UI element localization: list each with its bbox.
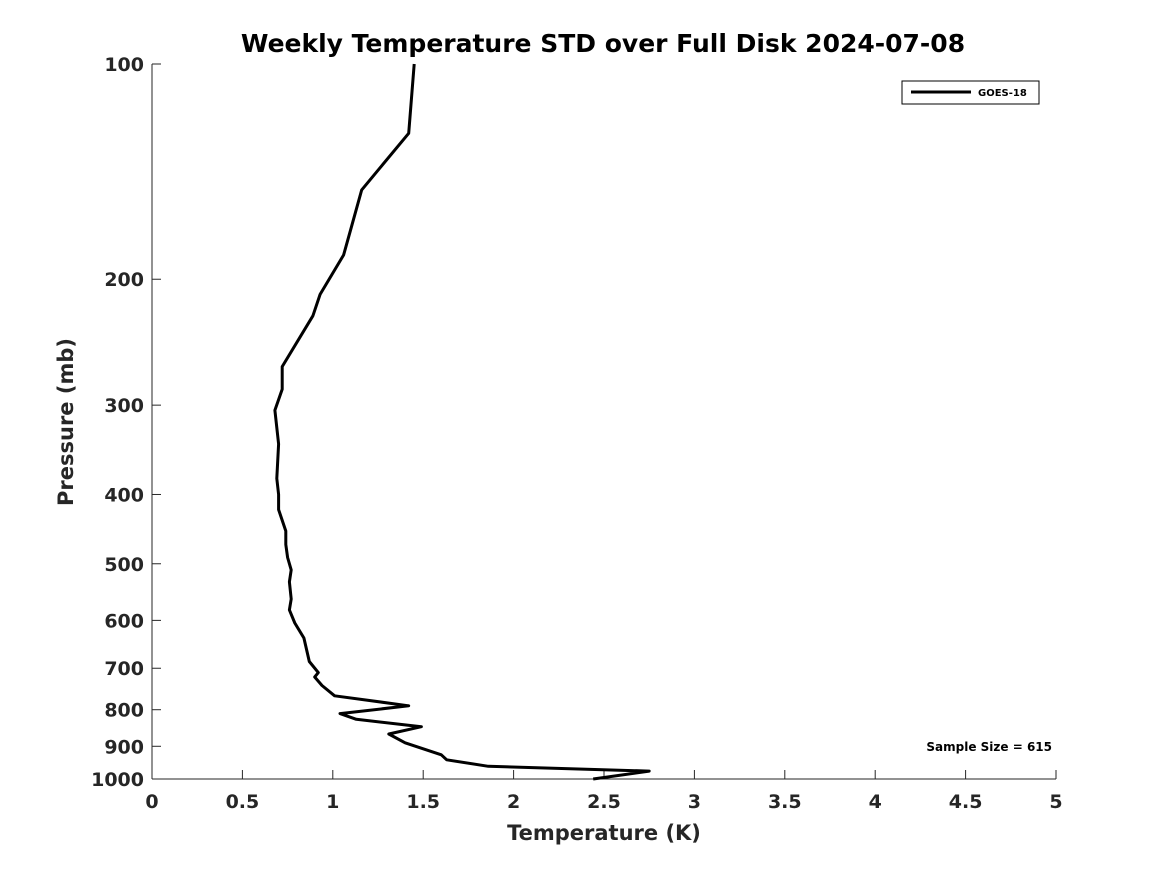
y-tick-label: 800 [104,700,144,722]
legend: GOES-18 [901,80,1040,105]
y-tick-label: 900 [104,736,144,758]
x-tick-label: 2.5 [587,791,621,813]
y-tick-label: 100 [104,54,144,76]
x-tick-label: 0 [145,791,158,813]
x-tick-label: 3 [688,791,701,813]
chart-title: Weekly Temperature STD over Full Disk 20… [241,29,965,58]
y-axis-label: Pressure (mb) [54,338,78,506]
x-tick-label: 5 [1049,791,1062,813]
series-group [273,63,651,781]
x-tick-label: 4 [869,791,882,813]
x-ticks: 0 0.5 1 1.5 2 2.5 3 3.5 4 4.5 5 [145,770,1063,813]
y-tick-label: 700 [104,658,144,680]
x-tick-label: 0.5 [226,791,260,813]
y-tick-label: 200 [104,269,144,291]
y-tick-label: 600 [104,610,144,632]
legend-label-goes-18: GOES-18 [978,88,1027,99]
y-tick-label: 300 [104,395,144,417]
x-tick-label: 3.5 [768,791,802,813]
y-tick-label: 1000 [91,769,144,791]
y-tick-label: 500 [104,554,144,576]
x-tick-label: 4.5 [949,791,983,813]
x-axis-label: Temperature (K) [507,821,701,845]
series-line-goes-18 [273,63,651,781]
x-tick-label: 2 [507,791,520,813]
axes [151,64,1056,780]
x-tick-label: 1.5 [406,791,440,813]
x-tick-label: 1 [326,791,339,813]
y-tick-label: 400 [104,484,144,506]
y-ticks: 100 200 300 400 500 600 700 800 900 1000 [91,54,161,791]
sample-size-annotation: Sample Size = 615 [926,740,1052,754]
